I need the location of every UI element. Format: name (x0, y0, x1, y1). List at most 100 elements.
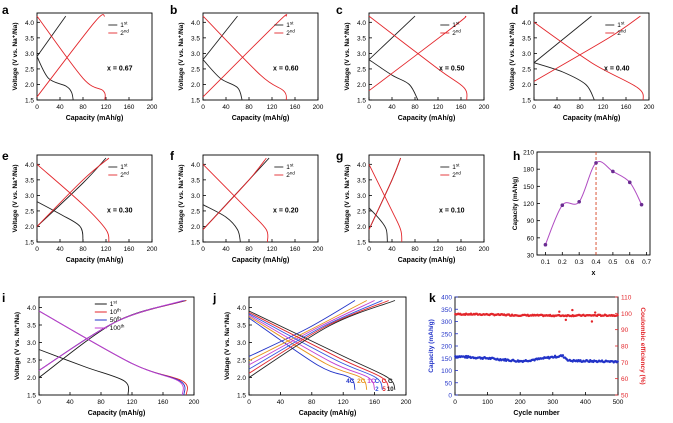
x-tick-label: 40 (388, 246, 396, 253)
y2-tick-label: 90 (621, 327, 629, 334)
y-tick-label: 210 (523, 150, 534, 157)
legend-label: 2nd (452, 171, 461, 180)
y-tick-label: 100 (441, 368, 452, 375)
x-tick-label: 40 (222, 246, 230, 253)
x-tick-label: 120 (338, 399, 349, 406)
x-tick-label: 40 (277, 399, 285, 406)
y-tick-label: 3.5 (237, 323, 246, 330)
data-point (543, 242, 548, 247)
charge-line (38, 300, 184, 371)
rate-label: 1C (367, 378, 376, 385)
series-line (533, 21, 644, 101)
panel-label-c: c (336, 3, 343, 17)
x-tick-label: 160 (456, 104, 467, 111)
y-tick-label: 2.0 (357, 82, 366, 89)
legend-label: 10th (110, 308, 121, 317)
y-tick-label: 1.5 (191, 240, 200, 247)
capacity-point (561, 354, 565, 357)
y-tick-label: 150 (441, 356, 452, 363)
chart-panel-i: 0 40 80 120 160 200 1.5 2.0 2.5 3.0 3.5 4.0 Capacity… (14, 296, 200, 417)
x-tick-label: 40 (56, 246, 64, 253)
x-tick-label: 120 (101, 104, 112, 111)
discharge-line (248, 317, 356, 390)
x-tick-label: 80 (411, 104, 419, 111)
annotation: x = 0.10 (439, 207, 465, 214)
series-line (533, 15, 592, 64)
y-tick-label: 4.0 (27, 305, 36, 312)
charge-line (248, 300, 368, 362)
series-line (368, 15, 416, 60)
x-tick-label: 40 (56, 104, 64, 111)
series-line (36, 14, 106, 98)
x-tick-label: 80 (576, 104, 584, 111)
chart-panel-b: 0 40 80 120 160 200 1.5 2.0 2.5 3.0 3.5 4.0 Capacity… (178, 12, 324, 122)
y-tick-label: 2.5 (25, 208, 34, 215)
y-tick-label: 2.0 (191, 224, 200, 231)
chart-panel-d: 0 40 80 120 160 200 1.5 2.0 2.5 3.0 3.5 4.0 Capacity… (509, 12, 655, 122)
legend-label: 1st (617, 21, 625, 30)
y-axis-label: Voltage (V vs. Na⁺/Na) (178, 23, 185, 91)
y-tick-label: 1.5 (191, 98, 200, 105)
y2-tick-label: 50 (621, 393, 629, 400)
legend-label: 2nd (286, 171, 295, 180)
x-tick-label: 80 (79, 104, 87, 111)
panel-label-i: i (2, 291, 5, 305)
y-axis-label: Voltage (V vs. Na⁺/Na) (344, 23, 351, 91)
rate-sub-label: 5 (382, 387, 386, 393)
x-axis-label: Capacity (mAh/g) (563, 115, 621, 122)
efficiency-point (616, 313, 619, 317)
series-line (202, 163, 269, 243)
x-tick-label: 80 (79, 246, 87, 253)
legend-label: 1st (452, 21, 460, 30)
y-tick-label: 4.0 (191, 162, 200, 169)
x-tick-label: 0 (37, 399, 41, 406)
annotation: x = 0.20 (273, 207, 299, 214)
annotation: x = 0.60 (273, 65, 299, 72)
series-line (36, 157, 110, 227)
y-tick-label: 1.5 (25, 240, 34, 247)
y-tick-label: 300 (441, 319, 452, 326)
series-line (202, 15, 287, 101)
x-tick-label: 0 (201, 246, 205, 253)
legend-label: 1st (286, 21, 294, 30)
chart-panel-e: 0 40 80 120 160 200 1.5 2.0 2.5 3.0 3.5 4.0 Capacity… (12, 154, 158, 264)
y-tick-label: 3.0 (357, 193, 366, 200)
rate-sub-label: 10 (387, 387, 394, 393)
x-tick-label: 160 (621, 104, 632, 111)
chart-panel-c: 0 40 80 120 160 200 1.5 2.0 2.5 3.0 3.5 4.0 Capacity… (344, 12, 490, 122)
x-tick-label: 200 (313, 104, 324, 111)
x-tick-label: 0.1 (541, 259, 550, 266)
rate-sub-label: 2 (375, 387, 379, 393)
series-line (368, 59, 419, 101)
y-tick-label: 4.0 (237, 305, 246, 312)
x-tick-label: 160 (369, 399, 380, 406)
legend-label: 50th (110, 316, 121, 325)
y-axis-label: Voltage (V vs. Na⁺/Na) (12, 23, 19, 91)
x-tick-label: 0 (532, 104, 536, 111)
y-tick-label: 3.0 (25, 51, 34, 58)
x-axis-label: Cycle number (513, 410, 560, 417)
y-tick-label: 1.5 (357, 98, 366, 105)
panel-label-f: f (170, 149, 175, 163)
data-point (639, 202, 644, 207)
y-axis-label: Voltage (V vs. Na⁺/Na) (12, 165, 19, 233)
y-tick-label: 3.0 (522, 51, 531, 58)
x-tick-label: 120 (433, 246, 444, 253)
discharge-line (248, 316, 368, 390)
data-point (627, 180, 632, 185)
y-tick-label: 180 (523, 167, 534, 174)
y-tick-label: 2.0 (357, 224, 366, 231)
y-tick-label: 2.5 (25, 66, 34, 73)
rate-label: C (375, 378, 380, 385)
y-axis-label: Voltage (V vs. Na⁺/Na) (178, 165, 185, 233)
charge-line (248, 300, 396, 378)
y-tick-label: 3.5 (191, 35, 200, 42)
y-tick-label: 3.0 (357, 51, 366, 58)
x-tick-label: 80 (308, 399, 316, 406)
chart-panel-f: 0 40 80 120 160 200 1.5 2.0 2.5 3.0 3.5 4.0 Capacity… (178, 154, 324, 264)
x-axis-label: Capacity (mAh/g) (66, 257, 124, 264)
series-line (202, 204, 241, 243)
x-tick-label: 200 (479, 246, 490, 253)
y2-axis-label: Coulombic efficiency (%) (639, 307, 646, 384)
